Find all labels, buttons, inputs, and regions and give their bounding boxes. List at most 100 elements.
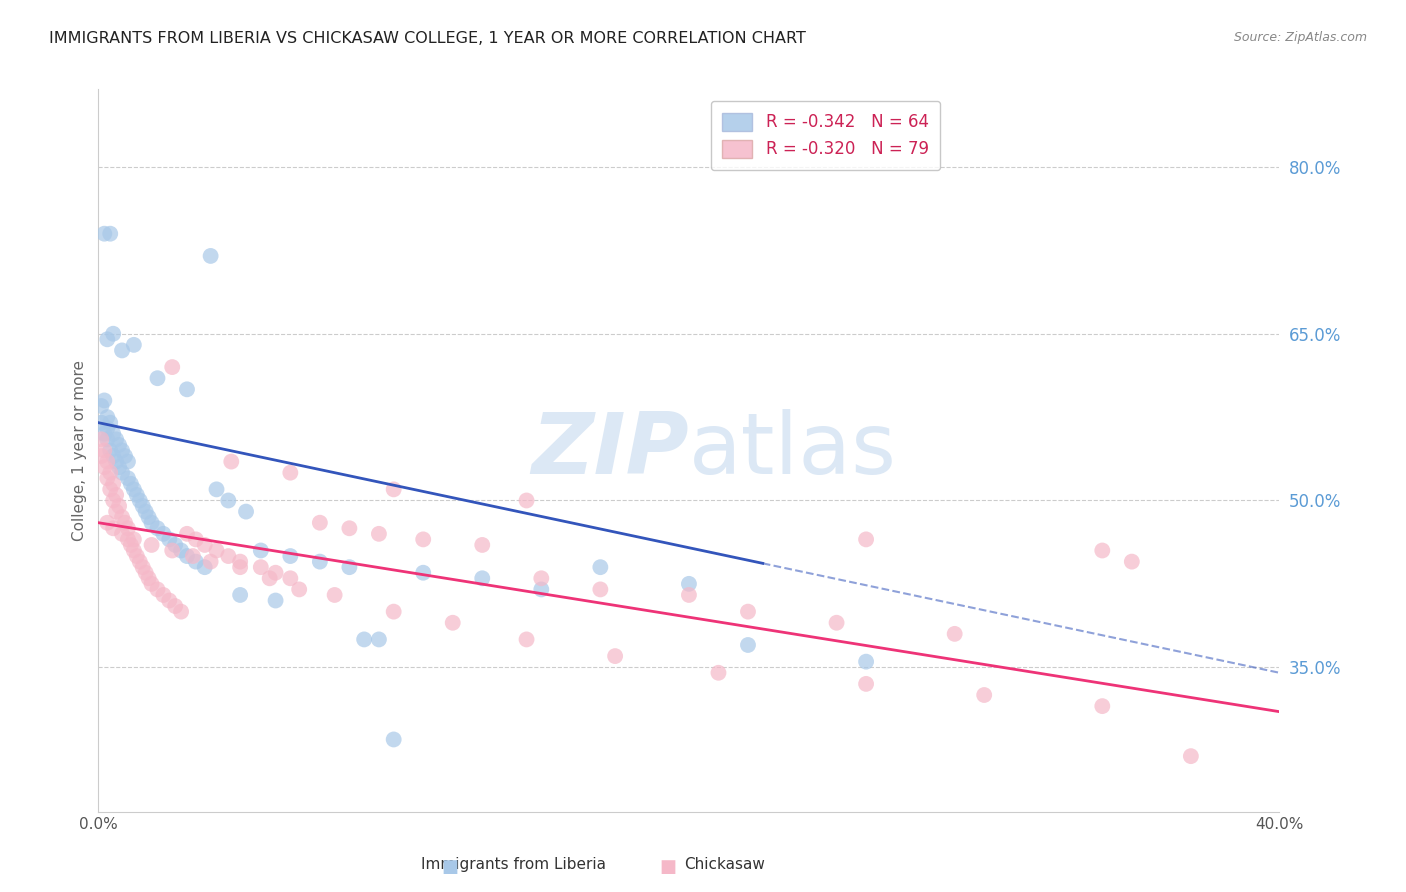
Point — [98, 227, 121, 241]
Point — [221, 454, 243, 468]
Point — [170, 605, 193, 619]
Point — [162, 360, 183, 375]
Point — [96, 454, 118, 468]
Point — [111, 510, 134, 524]
Point — [259, 571, 281, 585]
Point — [105, 488, 128, 502]
Point — [90, 449, 112, 463]
Point — [122, 483, 145, 497]
Point — [205, 483, 228, 497]
Point — [205, 543, 228, 558]
Point — [1121, 555, 1143, 569]
Point — [122, 338, 145, 352]
Point — [93, 443, 115, 458]
Point — [737, 638, 759, 652]
Point — [309, 516, 332, 530]
Point — [93, 393, 115, 408]
Point — [132, 499, 155, 513]
Point — [229, 560, 252, 574]
Point — [678, 577, 700, 591]
Point — [90, 399, 112, 413]
Point — [128, 555, 150, 569]
Point — [530, 582, 553, 597]
Point — [855, 677, 877, 691]
Point — [678, 588, 700, 602]
Point — [90, 433, 112, 447]
Point — [135, 566, 157, 580]
Point — [855, 655, 877, 669]
Text: Source: ZipAtlas.com: Source: ZipAtlas.com — [1233, 31, 1367, 45]
Point — [217, 493, 239, 508]
Text: IMMIGRANTS FROM LIBERIA VS CHICKASAW COLLEGE, 1 YEAR OR MORE CORRELATION CHART: IMMIGRANTS FROM LIBERIA VS CHICKASAW COL… — [49, 31, 806, 46]
Point — [194, 538, 217, 552]
Point — [516, 493, 538, 508]
Point — [605, 649, 627, 664]
Point — [471, 571, 494, 585]
Point — [973, 688, 995, 702]
Point — [93, 426, 115, 441]
Point — [176, 526, 198, 541]
Point — [589, 560, 612, 574]
Point — [181, 549, 204, 563]
Text: atlas: atlas — [689, 409, 897, 492]
Point — [125, 488, 148, 502]
Point — [111, 343, 134, 358]
Point — [122, 543, 145, 558]
Point — [120, 538, 142, 552]
Text: ■: ■ — [659, 858, 676, 876]
Point — [264, 593, 287, 607]
Point — [184, 533, 207, 547]
Point — [93, 460, 115, 475]
Point — [103, 493, 125, 508]
Point — [96, 516, 118, 530]
Point — [111, 526, 134, 541]
Point — [1091, 699, 1114, 714]
Point — [157, 533, 180, 547]
Point — [108, 460, 131, 475]
Point — [235, 505, 257, 519]
Point — [146, 371, 169, 385]
Point — [162, 543, 183, 558]
Point — [105, 433, 128, 447]
Point — [280, 466, 302, 480]
Point — [280, 549, 302, 563]
Point — [1091, 543, 1114, 558]
Point — [141, 538, 163, 552]
Point — [98, 416, 121, 430]
Text: Immigrants from Liberia: Immigrants from Liberia — [420, 857, 606, 872]
Y-axis label: College, 1 year or more: College, 1 year or more — [72, 360, 87, 541]
Point — [103, 476, 125, 491]
Point — [98, 483, 121, 497]
Point — [309, 555, 332, 569]
Point — [157, 593, 180, 607]
Point — [141, 577, 163, 591]
Point — [117, 533, 139, 547]
Point — [128, 493, 150, 508]
Point — [96, 410, 118, 425]
Point — [194, 560, 217, 574]
Point — [589, 582, 612, 597]
Point — [368, 632, 391, 647]
Point — [530, 571, 553, 585]
Point — [114, 516, 136, 530]
Point — [141, 516, 163, 530]
Point — [125, 549, 148, 563]
Point — [138, 571, 160, 585]
Point — [108, 499, 131, 513]
Point — [323, 588, 346, 602]
Point — [103, 426, 125, 441]
Point — [382, 605, 405, 619]
Point — [117, 454, 139, 468]
Point — [103, 449, 125, 463]
Point — [339, 560, 361, 574]
Point — [339, 521, 361, 535]
Point — [280, 571, 302, 585]
Point — [103, 521, 125, 535]
Point — [152, 526, 174, 541]
Point — [105, 454, 128, 468]
Point — [250, 543, 273, 558]
Point — [96, 421, 118, 435]
Point — [353, 632, 375, 647]
Point — [382, 732, 405, 747]
Point — [368, 526, 391, 541]
